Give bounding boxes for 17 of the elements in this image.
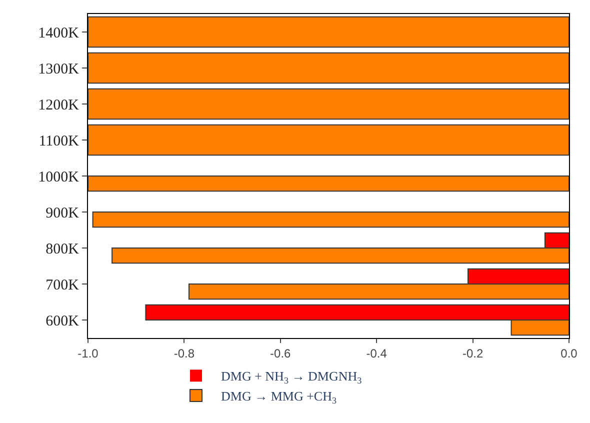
y-tick-label: 600K <box>46 313 80 330</box>
x-tick-label: -0.8 <box>174 346 195 360</box>
y-tick-label: 800K <box>46 241 80 258</box>
x-tick-label: 0.0 <box>560 346 578 360</box>
y-tick-label: 1400K <box>38 25 80 42</box>
y-tick-label: 1300K <box>38 61 80 78</box>
y-tick-label: 700K <box>46 277 80 294</box>
legend-label: DMG → MMG +CH$_{3}$ <box>221 388 337 406</box>
y-tick-label: 1000K <box>38 169 80 186</box>
legend-label: DMG + NH$_{3}$ → DMGNH$_{3}$ <box>221 368 362 386</box>
x-tick-label: -0.6 <box>270 346 292 360</box>
y-tick-label: 1200K <box>38 97 80 114</box>
y-tick-label: 1100K <box>38 133 80 150</box>
x-tick-label: -0.4 <box>366 346 388 360</box>
y-tick-label: 900K <box>46 205 80 222</box>
x-tick-label: -0.2 <box>462 346 484 360</box>
x-tick-label: -1.0 <box>78 346 99 360</box>
